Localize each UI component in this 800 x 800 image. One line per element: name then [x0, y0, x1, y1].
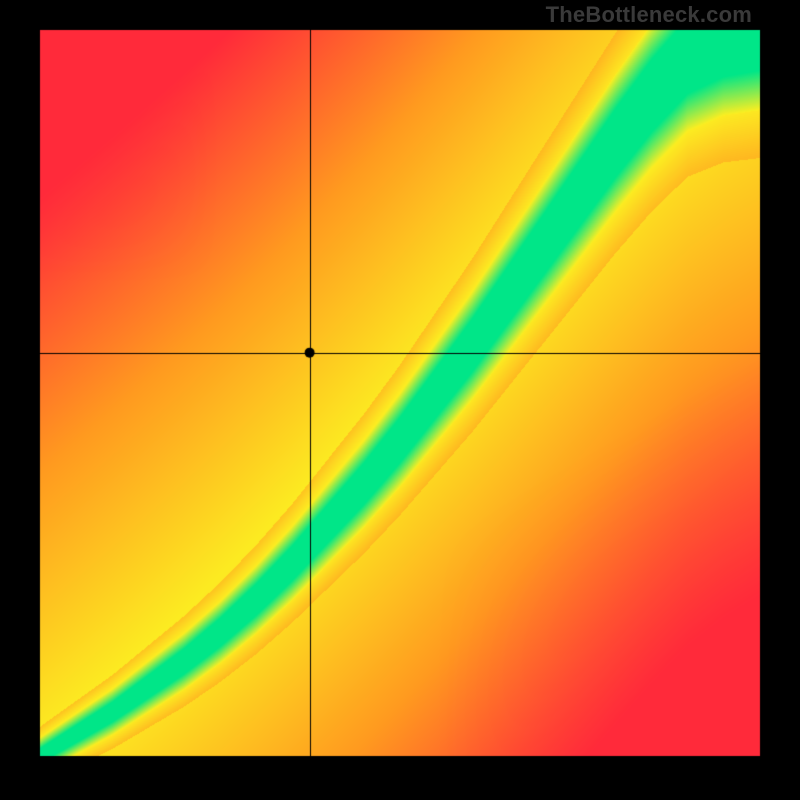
chart-frame: TheBottleneck.com — [0, 0, 800, 800]
bottleneck-heatmap — [0, 0, 800, 800]
watermark-text: TheBottleneck.com — [546, 2, 752, 28]
